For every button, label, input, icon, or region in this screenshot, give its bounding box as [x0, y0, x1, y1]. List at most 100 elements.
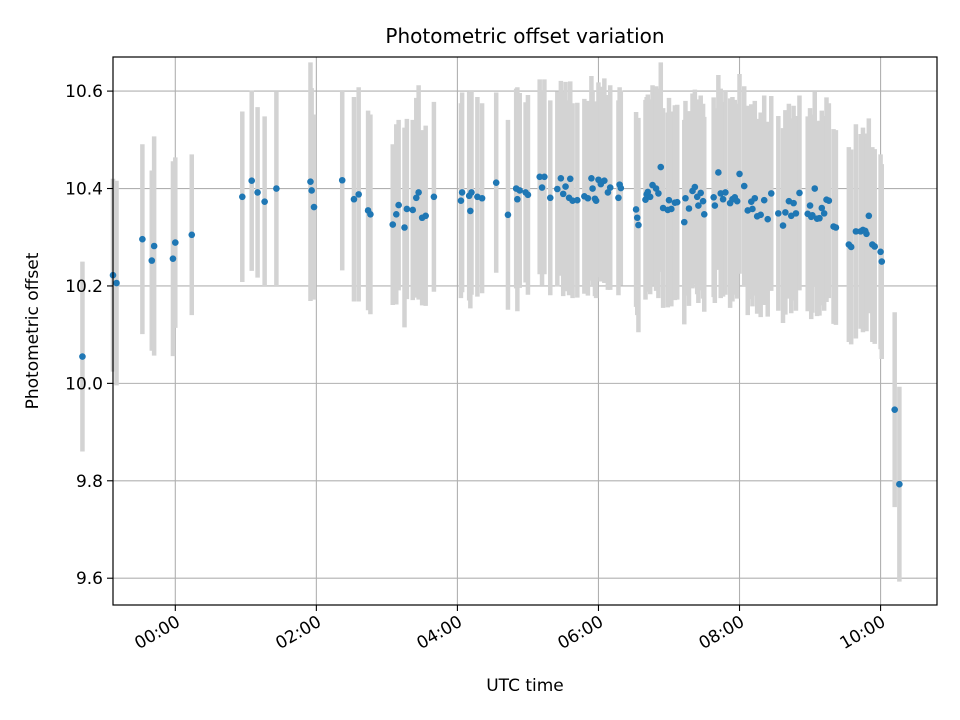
data-point	[751, 194, 759, 202]
data-point	[680, 218, 688, 226]
data-point	[150, 242, 158, 250]
data-point	[468, 189, 475, 196]
data-point	[606, 184, 614, 191]
data-point	[757, 211, 764, 219]
data-point	[695, 202, 702, 209]
x-tick-label: 04:00	[413, 612, 465, 654]
data-point	[682, 194, 689, 202]
data-point	[367, 211, 374, 218]
data-point	[806, 202, 814, 209]
y-tick-label: 10.6	[65, 82, 103, 102]
data-point	[574, 196, 581, 204]
data-point	[389, 221, 397, 228]
data-point	[171, 239, 179, 246]
data-point	[538, 184, 546, 191]
data-point	[877, 248, 884, 256]
data-point	[657, 163, 665, 171]
data-point	[779, 222, 787, 229]
data-point	[865, 212, 873, 220]
y-tick-label: 9.8	[76, 472, 103, 492]
x-tick-label: 06:00	[555, 612, 607, 654]
data-point	[852, 228, 860, 235]
data-point	[642, 196, 649, 204]
data-point	[541, 173, 548, 181]
data-point	[655, 190, 662, 197]
data-point	[588, 174, 595, 182]
data-point	[733, 197, 741, 205]
data-point	[878, 258, 886, 265]
data-point	[668, 205, 675, 213]
data-point	[113, 279, 120, 287]
data-point	[254, 189, 261, 196]
data-point	[832, 224, 840, 231]
data-point	[139, 235, 146, 243]
x-tick-label: 00:00	[131, 612, 183, 654]
data-point	[350, 195, 358, 203]
data-point	[592, 197, 600, 204]
data-point	[710, 193, 717, 201]
data-point	[307, 178, 314, 186]
data-point	[749, 205, 756, 213]
data-point	[584, 194, 592, 202]
data-point	[415, 189, 422, 196]
x-tick-label: 10:00	[837, 612, 889, 654]
x-axis-label: UTC time	[486, 676, 564, 696]
data-point	[896, 480, 903, 488]
data-point	[633, 214, 641, 222]
data-point	[148, 257, 156, 264]
data-point	[722, 189, 729, 196]
data-point	[355, 191, 362, 198]
data-point	[863, 230, 870, 238]
data-point	[412, 194, 420, 202]
data-point	[617, 184, 625, 192]
data-point	[308, 187, 315, 194]
data-point	[516, 187, 524, 194]
data-point	[711, 202, 719, 209]
data-points	[79, 163, 903, 488]
data-point	[536, 173, 543, 181]
data-point	[392, 211, 400, 218]
data-point	[792, 210, 800, 217]
data-point	[699, 197, 707, 205]
data-point	[740, 182, 748, 190]
data-point	[395, 201, 402, 209]
data-point	[514, 195, 521, 203]
data-point	[665, 196, 673, 204]
data-point	[697, 189, 705, 197]
data-point	[467, 207, 474, 215]
data-point	[818, 204, 826, 212]
data-point	[557, 174, 565, 182]
data-point	[559, 190, 567, 198]
data-point	[430, 193, 438, 201]
data-point	[809, 212, 816, 219]
data-point	[719, 195, 727, 203]
data-point	[715, 169, 722, 176]
x-tick-label: 08:00	[696, 612, 748, 654]
x-axis-ticks: 00:00 02:00 04:00 06:00 08:00 10:00	[131, 605, 889, 654]
y-tick-label: 9.6	[76, 569, 103, 589]
data-point	[790, 199, 797, 207]
data-point	[767, 190, 775, 197]
data-point	[458, 189, 466, 196]
data-point	[409, 206, 417, 214]
data-point	[820, 210, 828, 217]
data-point	[478, 194, 486, 202]
y-tick-label: 10.2	[65, 277, 103, 297]
data-point	[632, 206, 640, 213]
y-axis-label: Photometric offset	[23, 252, 43, 409]
error-bars	[80, 62, 902, 582]
data-point	[546, 194, 554, 202]
data-point	[811, 185, 819, 192]
data-point	[847, 243, 855, 251]
data-point	[273, 185, 280, 192]
data-point	[239, 193, 246, 201]
data-point	[601, 177, 608, 185]
chart-title: Photometric offset variation	[385, 24, 664, 48]
data-point	[79, 353, 86, 360]
y-tick-label: 10.0	[65, 374, 103, 394]
data-point	[457, 197, 465, 204]
data-point	[566, 175, 574, 183]
data-point	[646, 193, 654, 201]
data-point	[401, 224, 408, 231]
